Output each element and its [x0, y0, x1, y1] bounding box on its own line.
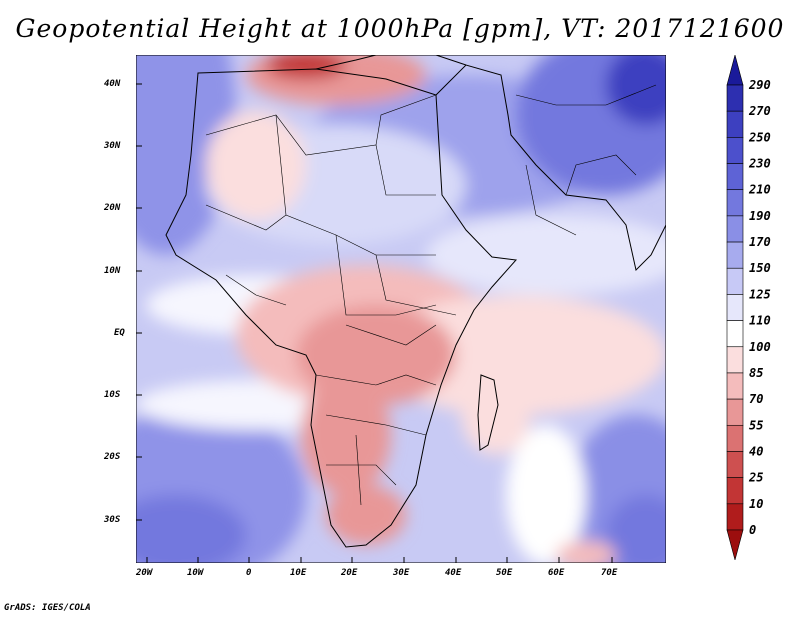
colorbar-segment [726, 215, 744, 243]
colorbar-label: 110 [749, 314, 771, 328]
colorbar-segment [726, 320, 744, 348]
lon-label-70e: 70E [601, 568, 618, 578]
colorbar-segment [726, 346, 744, 374]
colorbar-segment [726, 84, 744, 112]
height-field [136, 55, 666, 563]
colorbar-label: 250 [748, 130, 771, 144]
colorbar-label: 0 [749, 523, 756, 537]
colorbar-label: 150 [749, 261, 771, 275]
lat-label-30n: 30N [104, 141, 121, 151]
colorbar-segment [726, 110, 744, 138]
lon-label-30e: 30E [393, 568, 410, 578]
lon-label-10e: 10E [290, 568, 307, 578]
colorbar-label: 70 [749, 392, 763, 406]
colorbar-label: 290 [748, 78, 771, 92]
lon-ticks [146, 557, 613, 563]
colorbar-label: 85 [749, 366, 763, 380]
colorbar-segment [726, 372, 744, 400]
colorbar-segment [726, 294, 744, 321]
colorbar-label: 55 [749, 418, 763, 432]
colorbar-label: 170 [749, 235, 771, 249]
colorbar-labels: 2902702502302101901701501251101008570554… [748, 78, 771, 537]
lon-label-40e: 40E [445, 568, 462, 578]
colorbar-label: 25 [748, 471, 763, 485]
colorbar-segment [726, 267, 744, 295]
lon-label-0: 0 [246, 568, 252, 578]
colorbar-label: 125 [749, 287, 771, 301]
lat-ticks [136, 83, 142, 521]
lat-label-eq: EQ [114, 328, 125, 338]
colorbar-label: 190 [749, 209, 771, 223]
lon-label-20w: 20W [136, 568, 153, 578]
lat-label-10n: 10N [104, 266, 121, 276]
colorbar-segment [726, 477, 744, 505]
grads-credit: GrADS: IGES/COLA [4, 603, 91, 613]
colorbar-segment [726, 398, 744, 426]
map-title: Geopotential Height at 1000hPa [gpm], VT… [15, 14, 785, 43]
map-plot [136, 55, 666, 563]
colorbar-segment [726, 451, 744, 478]
colorbar-segment [726, 163, 744, 191]
lon-label-50e: 50E [496, 568, 513, 578]
lat-label-20n: 20N [104, 203, 121, 213]
colorbar-segment-top [726, 55, 744, 86]
colorbar-segment [726, 424, 744, 452]
colorbar-segment [726, 503, 744, 531]
coastlines [165, 55, 666, 548]
colorbar-segment-bottom [726, 529, 744, 560]
lon-label-20e: 20E [341, 568, 358, 578]
colorbar: 2902702502302101901701501251101008570554… [726, 55, 771, 560]
lat-label-20s: 20S [104, 452, 121, 462]
colorbar-label: 210 [748, 183, 771, 197]
colorbar-segment [726, 241, 744, 269]
colorbar-label: 40 [749, 444, 763, 458]
colorbar-segment [726, 189, 744, 217]
colorbar-label: 230 [748, 157, 771, 171]
lat-label-40n: 40N [104, 79, 121, 89]
colorbar-label: 10 [749, 497, 763, 511]
colorbar-segments [726, 55, 744, 560]
country-borders [205, 84, 657, 506]
lon-label-10w: 10W [187, 568, 204, 578]
lat-label-30s: 30S [104, 515, 121, 525]
colorbar-segment [726, 137, 744, 164]
colorbar-label: 100 [749, 340, 771, 354]
colorbar-label: 270 [748, 104, 771, 118]
lon-label-60e: 60E [548, 568, 565, 578]
lat-label-10s: 10S [104, 390, 121, 400]
